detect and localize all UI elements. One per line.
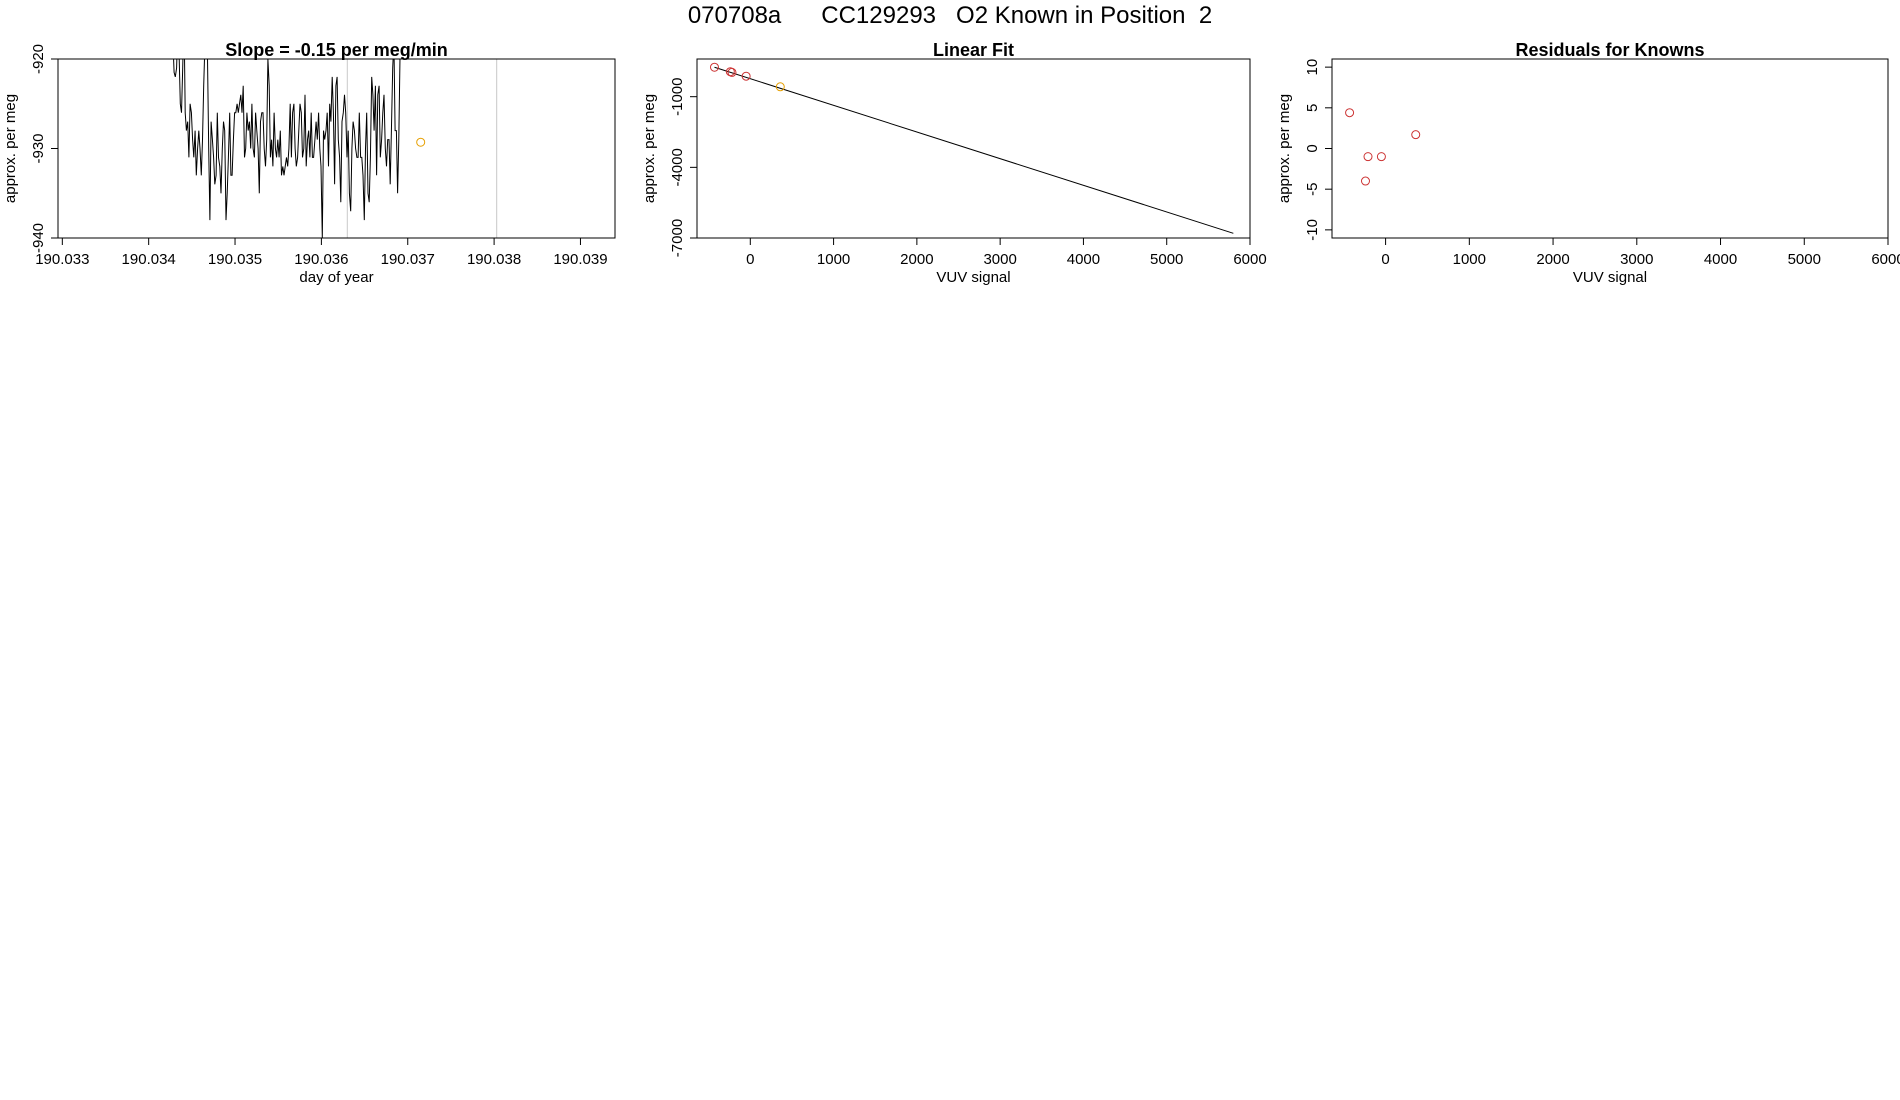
chart-title: Slope = -0.15 per meg/min (225, 40, 448, 60)
x-tick-label: 3000 (983, 251, 1016, 268)
y-axis-label: approx. per meg (1276, 94, 1293, 203)
plot-frame (696, 58, 1251, 239)
x-tick-label: 190.033 (35, 251, 89, 268)
x-tick-label: 190.038 (467, 251, 521, 268)
chart-title: Linear Fit (933, 40, 1014, 60)
y-tick-label: 0 (1304, 144, 1321, 152)
y-tick-label: -7000 (669, 219, 686, 257)
x-tick-label: 190.035 (208, 251, 262, 268)
x-tick-label: 1000 (1453, 251, 1486, 268)
y-tick-label: -1000 (669, 77, 686, 115)
page-title: 070708a CC129293 O2 Known in Position 2 (687, 2, 1213, 29)
x-tick-label: 5000 (1150, 251, 1183, 268)
fit-line (714, 66, 1234, 234)
x-tick-label: 2000 (1536, 251, 1569, 268)
data-point (1363, 152, 1373, 162)
chart-panel-1: 190.033 190.034 190.035 190.036 190.037 190.0… (2, 40, 616, 286)
x-axis-label: VUV signal (1573, 269, 1647, 286)
data-point (709, 62, 719, 72)
chart-panel-3: 0 1000 2000 3000 4000 5000 6000 VUV signal -10 -5… (1276, 40, 1900, 286)
data-point (1360, 176, 1370, 186)
data-point (775, 82, 785, 92)
y-tick-label: -5 (1304, 183, 1321, 196)
y-tick-label: -920 (30, 44, 47, 74)
data-series-line (173, 59, 401, 238)
x-tick-label: 6000 (1871, 251, 1900, 268)
x-axis: 0 1000 2000 3000 4000 5000 6000 VUV signal (746, 237, 1267, 286)
data-point (416, 137, 426, 147)
y-axis: -940 -930 -920 approx. per meg (2, 44, 59, 253)
plot-frame (1331, 58, 1889, 239)
x-tick-label: 1000 (817, 251, 850, 268)
x-tick-label: 190.039 (553, 251, 607, 268)
data-point (1376, 152, 1386, 162)
x-tick-label: 190.034 (122, 251, 176, 268)
x-tick-label: 190.037 (381, 251, 435, 268)
x-axis-label: day of year (299, 269, 373, 286)
x-tick-label: 2000 (900, 251, 933, 268)
data-point (727, 67, 737, 77)
data-point (741, 71, 751, 81)
y-tick-label: 5 (1304, 104, 1321, 112)
y-axis: -7000 -4000 -1000 approx. per meg (641, 77, 698, 257)
chart-panel-2: 0 1000 2000 3000 4000 5000 6000 VUV signal -7000… (641, 40, 1267, 286)
x-axis: 0 1000 2000 3000 4000 5000 6000 VUV signal (1381, 237, 1900, 286)
x-tick-label: 4000 (1704, 251, 1737, 268)
y-axis-label: approx. per meg (2, 94, 19, 203)
x-tick-label: 0 (746, 251, 754, 268)
x-axis: 190.033 190.034 190.035 190.036 190.037 190.0… (35, 237, 608, 286)
chart-title: Residuals for Knowns (1515, 40, 1704, 60)
data-point (1411, 130, 1421, 140)
x-tick-label: 0 (1381, 251, 1389, 268)
x-tick-label: 6000 (1233, 251, 1266, 268)
data-point (1345, 108, 1355, 118)
x-tick-label: 190.036 (294, 251, 348, 268)
x-tick-label: 4000 (1067, 251, 1100, 268)
y-tick-label: -4000 (669, 148, 686, 186)
x-tick-label: 3000 (1620, 251, 1653, 268)
chart-panels: 190.033 190.034 190.035 190.036 190.037 190.0… (2, 40, 1900, 286)
y-axis-label: approx. per meg (641, 94, 658, 203)
y-tick-label: 10 (1304, 59, 1321, 76)
y-tick-label: -930 (30, 133, 47, 163)
y-tick-label: -10 (1304, 219, 1321, 241)
y-tick-label: -940 (30, 223, 47, 253)
x-axis-label: VUV signal (936, 269, 1010, 286)
y-axis: -10 -5 0 5 10 approx. per meg (1276, 59, 1333, 241)
plot-frame (57, 58, 616, 239)
x-tick-label: 5000 (1788, 251, 1821, 268)
